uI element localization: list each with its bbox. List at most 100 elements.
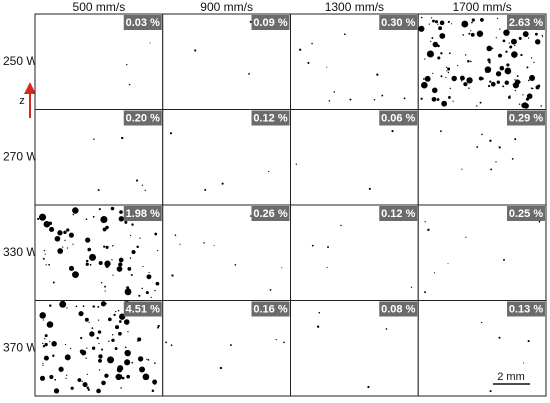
pore (129, 234, 132, 237)
pore (104, 373, 109, 378)
pore (431, 96, 437, 102)
pore (448, 96, 451, 99)
pore (498, 53, 502, 58)
pore (57, 248, 64, 254)
pore (62, 246, 64, 248)
pore (514, 90, 516, 92)
pore (123, 319, 130, 325)
porosity-value: 1.98 % (126, 208, 160, 220)
pore (518, 103, 521, 105)
pore (514, 138, 517, 141)
pore (44, 338, 46, 340)
pore (487, 84, 491, 88)
pore (124, 220, 128, 224)
pore (44, 253, 46, 255)
micrograph: 0.12 % (162, 109, 291, 206)
pore (72, 243, 74, 245)
pore (127, 331, 129, 333)
pore (221, 182, 224, 185)
pore (326, 66, 328, 68)
pore (137, 337, 142, 342)
pore (105, 225, 109, 230)
pore (373, 98, 376, 101)
pore (213, 244, 215, 246)
pore (70, 386, 74, 390)
pore (376, 73, 379, 76)
pore (540, 105, 542, 107)
pore (464, 54, 467, 56)
pore (42, 257, 45, 260)
pore (410, 286, 413, 288)
pore (154, 289, 156, 292)
pore (46, 321, 54, 328)
pore (72, 209, 74, 212)
pore (44, 334, 48, 338)
pore (530, 57, 533, 59)
pore (126, 374, 131, 379)
pore (457, 64, 459, 67)
pore (98, 354, 103, 359)
pore (80, 336, 83, 340)
pore (42, 345, 46, 348)
pore (118, 320, 122, 323)
column-header: 900 mm/s (200, 0, 253, 14)
pore (541, 36, 544, 38)
pore (77, 378, 82, 382)
pore (113, 313, 116, 317)
pore (149, 42, 151, 44)
pore (283, 341, 285, 344)
pore (120, 387, 122, 389)
pore (107, 356, 115, 364)
pore (111, 334, 114, 336)
pore (471, 18, 475, 22)
pore (478, 76, 483, 81)
row-label: 250 W (3, 54, 38, 68)
pore (460, 80, 463, 82)
porosity-value: 0.03 % (126, 17, 160, 29)
porosity-badge (379, 301, 418, 317)
pore (170, 344, 173, 347)
pore (92, 215, 95, 218)
pore (204, 188, 207, 191)
pore (249, 20, 252, 23)
pore (269, 289, 272, 291)
pore (498, 146, 501, 149)
pore (311, 244, 314, 247)
pore (470, 30, 472, 32)
pore (66, 247, 69, 249)
pore (154, 383, 156, 385)
pore (146, 358, 148, 360)
micrograph: 0.06 % (290, 109, 419, 206)
pore (104, 285, 106, 288)
pore (38, 213, 47, 221)
pore (87, 247, 92, 252)
micrograph: 0.25 % (417, 204, 547, 301)
row-label: 370 W (3, 340, 38, 354)
pore (503, 258, 505, 261)
pore (142, 265, 144, 268)
micrograph: 1.98 % (34, 204, 164, 301)
pore (105, 264, 110, 268)
pore (118, 331, 122, 336)
pore (432, 87, 438, 94)
pore (484, 66, 492, 73)
pore (450, 23, 453, 25)
pore (508, 42, 510, 44)
pore (89, 331, 95, 337)
pore (495, 71, 502, 77)
micrograph: 0.13 % (417, 300, 547, 397)
pore (142, 373, 150, 381)
pore (537, 84, 541, 88)
pore (86, 373, 88, 375)
pore (42, 342, 44, 345)
pore (466, 77, 473, 84)
column-header: 1700 mm/s (452, 0, 511, 14)
pore (518, 81, 521, 84)
pore (105, 303, 107, 305)
pore (157, 250, 159, 252)
pore (119, 210, 123, 214)
pore (147, 359, 150, 361)
pore (471, 21, 473, 24)
pore (54, 235, 61, 242)
pore (64, 239, 66, 241)
